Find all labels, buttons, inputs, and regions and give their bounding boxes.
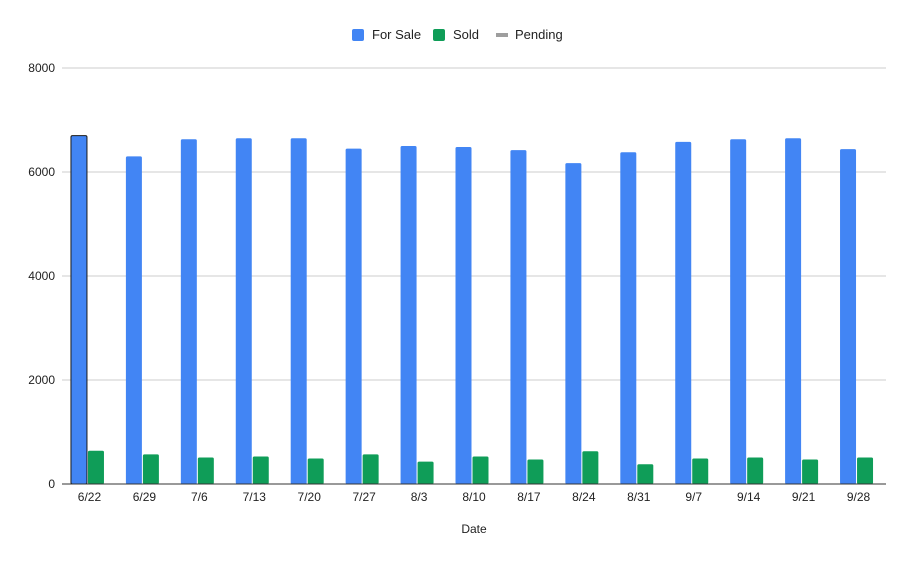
bar-sold-7-27	[362, 454, 379, 484]
y-axis-tick-labels: 0 2000 4000 6000 8000	[28, 61, 55, 491]
legend-swatch-sold	[433, 29, 445, 41]
bar-sold-8-31	[637, 464, 654, 484]
bar-sold-7-13	[252, 456, 269, 484]
legend-swatch-pending	[496, 33, 508, 37]
bar-for-sale-9-7	[675, 141, 692, 484]
x-tick-label: 9/7	[685, 490, 702, 504]
bar-for-sale-8-24	[565, 163, 582, 484]
bar-for-sale-9-28	[840, 149, 857, 484]
y-tick-label: 4000	[28, 269, 55, 283]
x-tick-label: 8/3	[411, 490, 428, 504]
x-tick-label: 6/29	[133, 490, 157, 504]
bar-for-sale-8-17	[510, 150, 527, 484]
bar-sold-8-3	[417, 461, 434, 484]
bar-for-sale-8-10	[455, 147, 472, 485]
bar-sold-8-17	[527, 459, 544, 484]
x-tick-label: 7/27	[352, 490, 376, 504]
x-tick-label: 8/17	[517, 490, 541, 504]
bar-sold-6-22	[87, 450, 104, 484]
bar-for-sale-8-31	[620, 152, 637, 485]
bar-sold-9-21	[802, 459, 819, 484]
bar-for-sale-6-22	[70, 135, 88, 485]
y-tick-label: 6000	[28, 165, 55, 179]
y-tick-label: 8000	[28, 61, 55, 75]
x-tick-label: 9/14	[737, 490, 761, 504]
x-tick-label: 7/20	[298, 490, 322, 504]
bar-sold-8-10	[472, 456, 489, 484]
y-tick-label: 2000	[28, 373, 55, 387]
bar-sold-9-28	[857, 457, 874, 484]
y-tick-label: 0	[48, 477, 55, 491]
bar-for-sale-6-29	[125, 156, 142, 484]
x-tick-label: 7/6	[191, 490, 208, 504]
x-axis-tick-labels: 6/22 6/29 7/6 7/13 7/20 7/27 8/3 8/10 8/17 8/24 8/…	[78, 490, 871, 504]
bar-sold-9-14	[747, 457, 764, 484]
x-tick-label: 9/21	[792, 490, 816, 504]
x-tick-label: 6/22	[78, 490, 102, 504]
bar-for-sale-8-3	[400, 146, 417, 484]
bars	[70, 135, 874, 485]
x-tick-label: 8/10	[462, 490, 486, 504]
legend: For Sale Sold Pending	[352, 27, 563, 42]
x-axis-title: Date	[461, 522, 487, 536]
bar-for-sale-7-20	[290, 138, 307, 484]
x-tick-label: 8/24	[572, 490, 596, 504]
bar-for-sale-9-21	[785, 138, 802, 484]
bar-for-sale-9-14	[730, 139, 747, 485]
legend-swatch-for-sale	[352, 29, 364, 41]
gridlines	[62, 67, 886, 381]
bar-for-sale-7-13	[235, 138, 252, 484]
bar-sold-9-7	[692, 458, 709, 484]
bar-sold-6-29	[142, 454, 159, 484]
x-tick-label: 8/31	[627, 490, 651, 504]
bar-for-sale-7-27	[345, 148, 362, 484]
legend-label-pending: Pending	[515, 27, 563, 42]
legend-label-sold: Sold	[453, 27, 479, 42]
bar-for-sale-7-6	[180, 139, 197, 485]
legend-label-for-sale: For Sale	[372, 27, 421, 42]
bar-sold-7-6	[197, 457, 214, 484]
x-tick-label: 7/13	[243, 490, 267, 504]
bar-sold-7-20	[307, 458, 324, 484]
bar-sold-8-24	[582, 451, 599, 484]
x-tick-label: 9/28	[847, 490, 871, 504]
